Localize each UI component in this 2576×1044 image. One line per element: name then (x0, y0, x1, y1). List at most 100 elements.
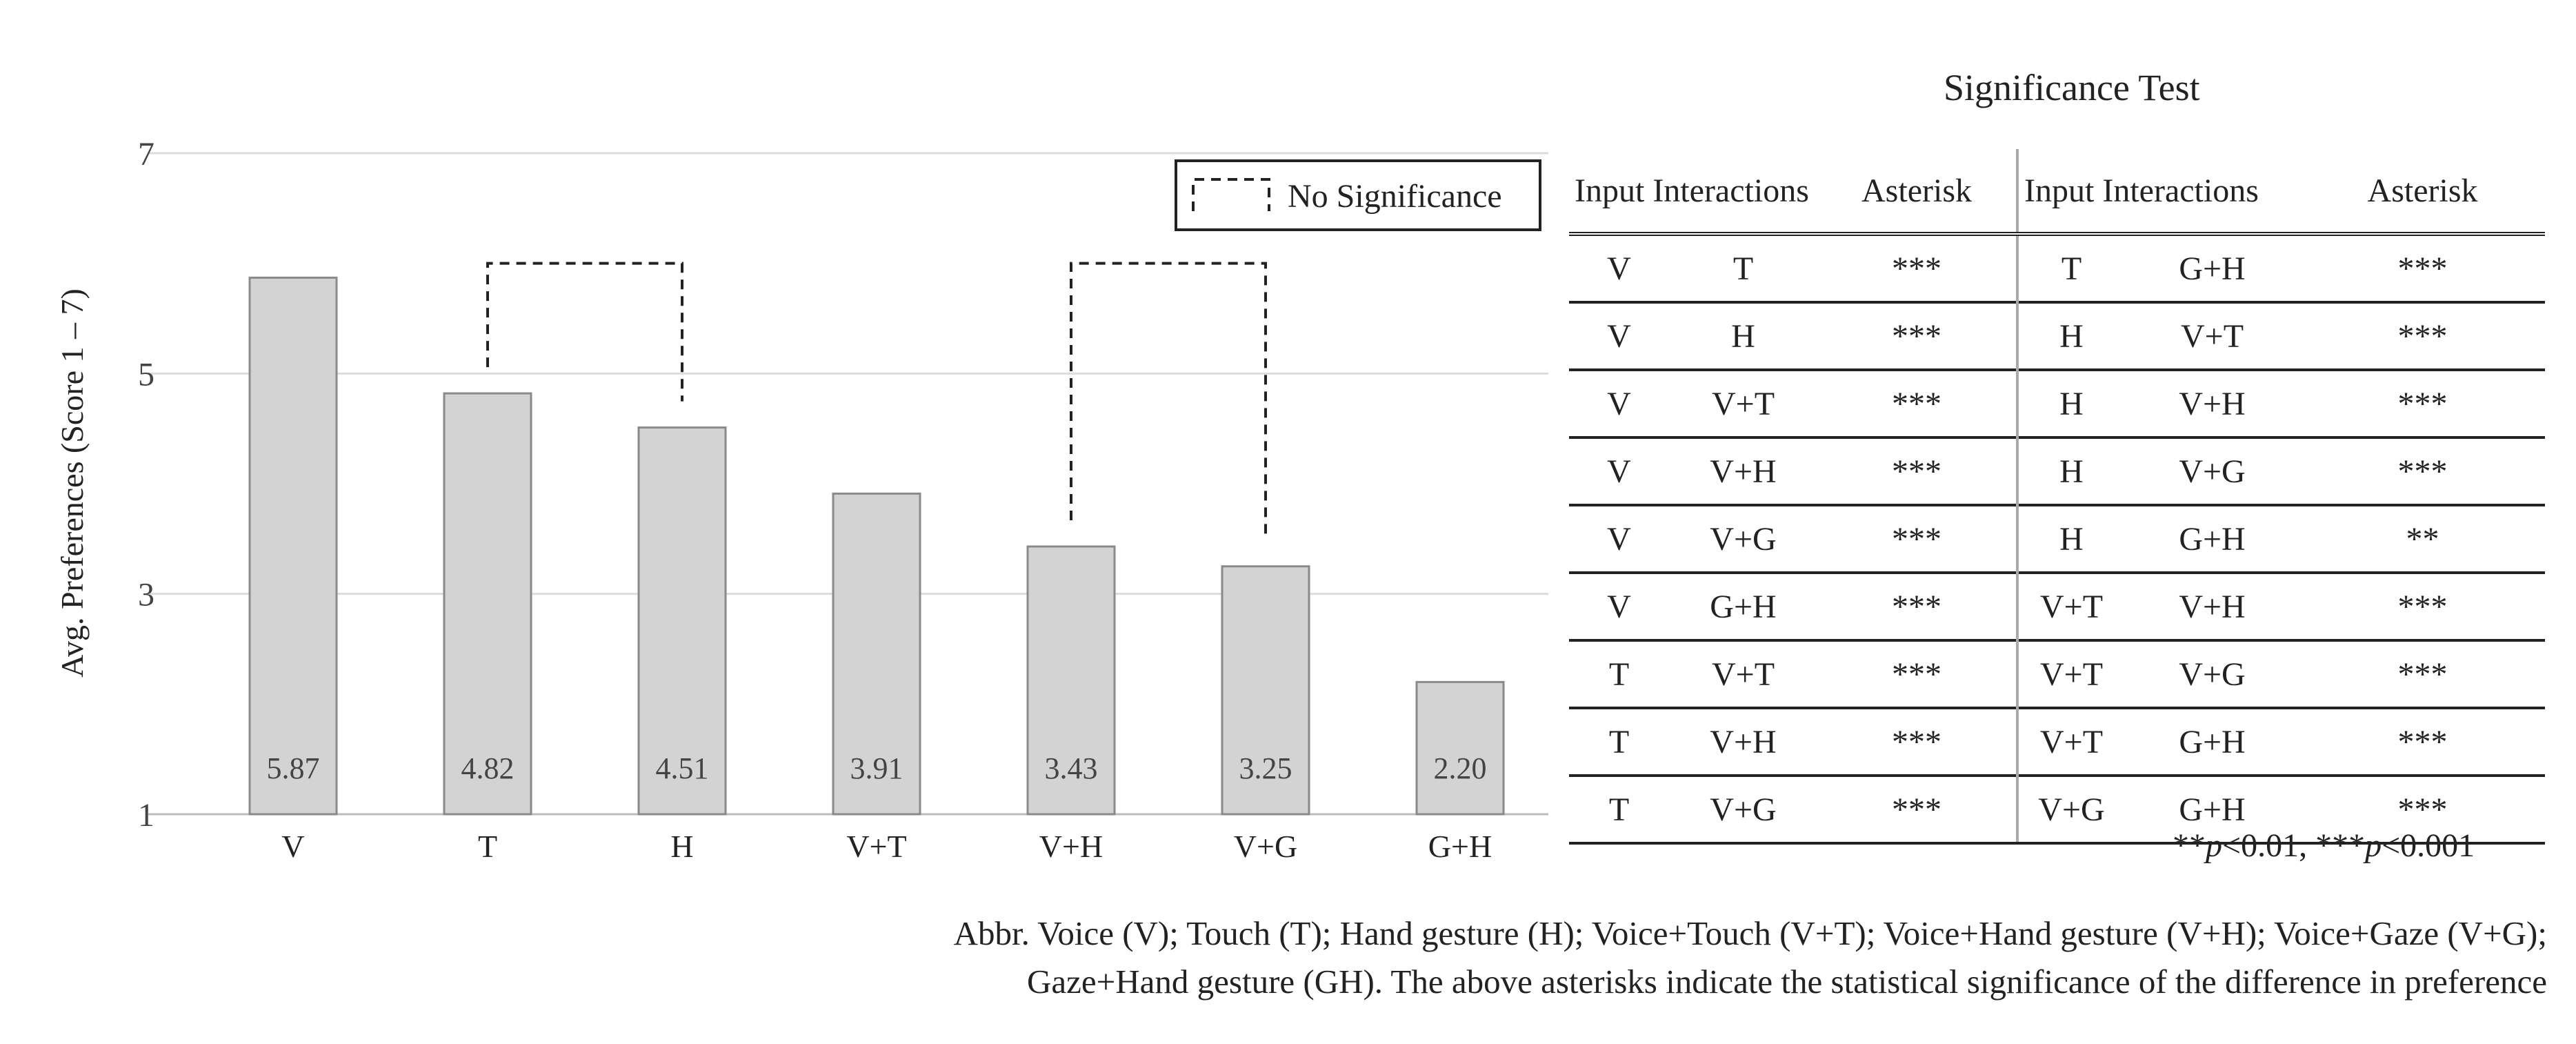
legend-label: No Significance (1288, 178, 1502, 215)
table-cell-interaction-b: H (1669, 301, 1818, 370)
table-cell-interaction-b: V+H (2124, 368, 2301, 437)
significance-test-table: Input Interactions Asterisk Input Intera… (1569, 149, 2546, 845)
legend-box (1175, 159, 1541, 231)
legend: No Significance (1175, 159, 1541, 231)
table-cell-interaction-b: V+G (2124, 639, 2301, 708)
header-input-interactions: Input Interactions (2016, 149, 2301, 236)
y-axis-label: Avg. Preferences (Score 1 – 7) (54, 288, 90, 678)
table-cell-interaction-a: V (1569, 301, 1669, 370)
note-p: p (2365, 827, 2382, 864)
table-cell-interaction-a: T (1569, 707, 1669, 776)
bar-chart: 1 3 5 7 V T H V+T V+H V+G G+H 5.87 4.82 4.51 3.91 3.4… (54, 136, 1548, 864)
table-cell-asterisk: *** (2300, 436, 2546, 505)
x-tick-label: H (670, 829, 693, 864)
table-cell-interaction-b: T (1733, 250, 1754, 287)
no-significance-brackets (486, 262, 1267, 540)
significance-rows: V T *** T G+H *** V H *** H V+T *** V V+T *** H V+H *** V V… (1569, 234, 2546, 845)
table-cell-asterisk: *** (1817, 774, 2018, 845)
header-input-interactions: Input Interactions (1569, 149, 1818, 236)
table-cell-interaction-a: V (1569, 504, 1669, 573)
table-cell-interaction-b: V+G (2124, 436, 2301, 505)
bars (248, 276, 1505, 816)
bar (1415, 680, 1505, 816)
table-row: T V+G *** V+G G+H *** (1569, 774, 2546, 845)
table-cell-asterisk: *** (1817, 301, 2018, 370)
table-cell-interaction-a: V+T (2016, 707, 2125, 776)
table-cell-interaction-b: G+H (2124, 707, 2301, 776)
significance-note: **p<0.01, ***p<0.001 (2173, 827, 2475, 865)
y-tick-label: 5 (138, 356, 154, 393)
table-cell-interaction-b: V+G (1669, 774, 1818, 845)
table-row: V T *** T G+H *** (1569, 234, 2545, 302)
table-row: T V+H *** V+T G+H *** (1569, 707, 2546, 776)
x-axis-labels: V T H V+T V+H V+G G+H (281, 829, 1492, 864)
note-threshold: <0.01, (2222, 827, 2316, 864)
table-cell-interaction-a: H (2016, 368, 2125, 437)
caption-line-2: Gaze+Hand gesture (GH). The above asteri… (1027, 963, 2547, 1001)
bar-value-labels: 5.87 4.82 4.51 3.91 3.43 3.25 2.20 (267, 751, 1487, 785)
x-tick-label: T (478, 829, 497, 864)
x-tick-label: G+H (1428, 829, 1492, 864)
x-tick-label: V+T (846, 829, 906, 864)
table-cell-interaction-a: V+T (2016, 639, 2125, 708)
caption: Abbr. Voice (V); Touch (T); Hand gesture… (685, 909, 2547, 1006)
bar-value-label: 5.87 (267, 751, 320, 785)
table-cell-asterisk: *** (2300, 301, 2546, 370)
table-cell-asterisk: *** (1817, 436, 2018, 505)
caption-line-1: Abbr. Voice (V); Touch (T); Hand gesture… (953, 914, 2547, 952)
table-cell-interaction-a: V+G (2016, 774, 2125, 845)
bar (443, 392, 532, 816)
bar (1221, 565, 1310, 816)
table-cell-asterisk: *** (1892, 250, 1942, 287)
table-cell-asterisk: ** (2300, 504, 2546, 573)
table-cell-asterisk: *** (1817, 639, 2018, 708)
y-tick-label: 3 (138, 577, 154, 613)
table-cell-interaction-b: V+T (1669, 368, 1818, 437)
significance-test-title: Significance Test (1944, 67, 2200, 108)
table-cell-interaction-b: V+H (2124, 571, 2301, 640)
note-p: p (2206, 827, 2222, 864)
table-cell-asterisk: *** (2300, 571, 2546, 640)
table-header-row: Input Interactions Asterisk Input Intera… (1569, 149, 2546, 236)
table-cell-asterisk: *** (1817, 571, 2018, 640)
header-asterisk: Asterisk (2300, 149, 2546, 236)
table-cell-interaction-a: H (2016, 301, 2125, 370)
no-significance-bracket (486, 262, 683, 402)
table-row: V H *** H V+T *** (1569, 301, 2546, 370)
bar-value-label: 3.43 (1045, 751, 1098, 785)
table-row: T V+T *** V+T V+G *** (1569, 639, 2546, 708)
table-cell-interaction-a: V (1607, 250, 1631, 287)
table-cell-interaction-b: G+H (1669, 571, 1818, 640)
table-cell-asterisk: *** (1817, 368, 2018, 437)
table-cell-interaction-b: G+H (2124, 774, 2301, 845)
x-tick-label: V (281, 829, 304, 864)
table-cell-asterisk: *** (1817, 504, 2018, 573)
table-cell-interaction-a: T (1569, 639, 1669, 708)
legend-dashed-bracket-icon (1192, 178, 1270, 211)
note-threshold: <0.001 (2382, 827, 2475, 864)
table-cell-interaction-a: V (1569, 436, 1669, 505)
bar (1026, 545, 1116, 816)
y-axis-ticks: 1 3 5 7 (138, 136, 154, 834)
table-cell-asterisk: *** (2300, 707, 2546, 776)
table-cell-interaction-a: V+T (2016, 571, 2125, 640)
table-cell-asterisk: *** (2300, 639, 2546, 708)
header-asterisk: Asterisk (1817, 149, 2018, 236)
bar-value-label: 4.51 (656, 751, 709, 785)
table-cell-interaction-a: V (1569, 368, 1669, 437)
table-cell-interaction-a: H (2016, 504, 2125, 573)
table-cell-interaction-b: V+T (2124, 301, 2301, 370)
table-cell-interaction-a: T (2016, 234, 2125, 302)
no-significance-bracket (1070, 262, 1267, 540)
table-cell-asterisk: *** (2300, 368, 2546, 437)
note-symbol: *** (2315, 827, 2366, 864)
note-symbol: ** (2173, 827, 2206, 864)
table-cell-interaction-b: V+T (1669, 639, 1818, 708)
x-tick-label: V+G (1234, 829, 1297, 864)
table-cell-asterisk: *** (2397, 250, 2448, 287)
table-cell-asterisk: *** (1817, 707, 2018, 776)
table-cell-interaction-b: V+G (1669, 504, 1818, 573)
bar-value-label: 3.25 (1239, 751, 1292, 785)
table-cell-interaction-a: T (1569, 774, 1669, 845)
bar (832, 492, 921, 816)
